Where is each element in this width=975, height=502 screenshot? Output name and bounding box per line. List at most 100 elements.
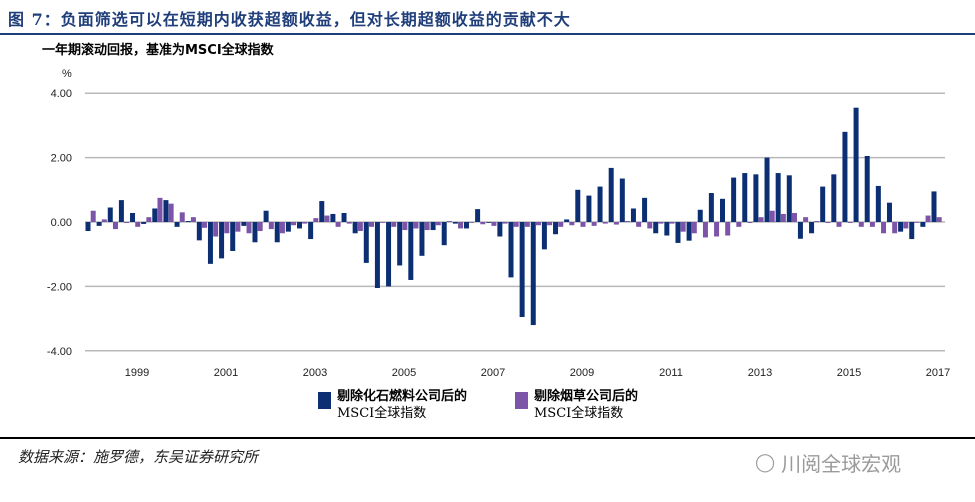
bar-fossil-excluded: [374, 222, 380, 289]
bar-fossil-excluded: [475, 209, 481, 222]
bar-fossil-excluded: [397, 222, 403, 266]
bar-fossil-excluded: [419, 222, 425, 256]
x-tick-label: 2009: [570, 367, 594, 379]
bar-tobacco-excluded: [903, 222, 909, 229]
bar-tobacco-excluded: [558, 222, 564, 227]
bar-tobacco-excluded: [391, 222, 397, 227]
bar-fossil-excluded: [386, 222, 392, 287]
bar-tobacco-excluded: [858, 222, 864, 227]
bar-tobacco-excluded: [302, 222, 308, 224]
bar-fossil-excluded: [297, 222, 302, 229]
legend-item-tobacco: 剔除烟草公司后的 MSCI全球指数: [515, 388, 638, 422]
bar-fossil-excluded: [497, 222, 503, 237]
bar-tobacco-excluded: [825, 222, 831, 223]
bar-fossil-excluded: [441, 222, 447, 246]
bar-fossil-excluded: [530, 222, 536, 326]
y-axis-unit: %: [62, 68, 72, 80]
bar-tobacco-excluded: [702, 222, 708, 238]
bar-tobacco-excluded: [803, 217, 809, 222]
bar-tobacco-excluded: [112, 222, 118, 230]
bar-tobacco-excluded: [502, 222, 508, 224]
bar-tobacco-excluded: [936, 217, 942, 222]
bar-fossil-excluded: [486, 222, 492, 223]
bar-fossil-excluded: [330, 213, 336, 222]
bar-tobacco-excluded: [591, 222, 597, 226]
bar-tobacco-excluded: [135, 222, 141, 227]
bar-fossil-excluded: [853, 107, 859, 222]
y-tick-label: -4.00: [47, 346, 72, 358]
bar-tobacco-excluded: [669, 222, 675, 224]
bar-fossil-excluded: [152, 208, 158, 222]
x-tick-label: 2001: [214, 367, 238, 379]
bar-fossil-excluded: [642, 197, 648, 222]
bar-fossil-excluded: [586, 195, 592, 222]
bar-tobacco-excluded: [580, 222, 586, 227]
bar-fossil-excluded: [263, 210, 269, 222]
bar-fossil-excluded: [809, 222, 815, 234]
bar-tobacco-excluded: [402, 222, 408, 231]
bar-tobacco-excluded: [647, 222, 653, 229]
bar-tobacco-excluded: [179, 212, 185, 222]
bar-tobacco-excluded: [892, 222, 898, 234]
bar-tobacco-excluded: [380, 222, 386, 223]
bar-tobacco-excluded: [435, 222, 441, 226]
x-tick-label: 1999: [125, 367, 149, 379]
bar-tobacco-excluded: [625, 221, 631, 222]
bar-fossil-excluded: [174, 222, 180, 227]
legend-label-tobacco-line2: MSCI全球指数: [534, 406, 624, 421]
bar-tobacco-excluded: [90, 210, 96, 222]
bar-tobacco-excluded: [836, 222, 842, 227]
bar-tobacco-excluded: [335, 222, 341, 227]
bar-fossil-excluded: [541, 222, 547, 250]
bar-fossil-excluded: [653, 222, 659, 234]
bar-tobacco-excluded: [691, 222, 697, 234]
x-tick-label: 2013: [748, 367, 772, 379]
bar-tobacco-excluded: [313, 218, 319, 222]
bar-fossil-excluded: [608, 167, 614, 222]
y-tick-label: -2.00: [47, 281, 72, 293]
bar-tobacco-excluded: [279, 222, 285, 234]
x-tick-label: 2005: [392, 367, 416, 379]
bar-fossil-excluded: [864, 155, 870, 222]
bar-fossil-excluded: [341, 212, 347, 222]
bar-tobacco-excluded: [469, 222, 475, 223]
bar-tobacco-excluded: [124, 222, 130, 223]
watermark-text: 川阅全球宏观: [781, 452, 902, 476]
y-tick-label: 2.00: [51, 153, 72, 165]
bar-fossil-excluded: [252, 222, 258, 243]
bar-fossil-excluded: [207, 222, 213, 264]
bar-fossil-excluded: [408, 222, 414, 280]
bar-fossil-excluded: [775, 173, 781, 222]
bar-tobacco-excluded: [491, 222, 497, 226]
bar-tobacco-excluded: [424, 222, 430, 231]
bar-fossil-excluded: [319, 201, 325, 222]
bar-fossil-excluded: [130, 212, 136, 222]
bar-tobacco-excluded: [357, 222, 363, 232]
bar-fossil-excluded: [352, 222, 358, 234]
wechat-icon: ◯: [755, 452, 776, 473]
data-source: 数据来源：施罗德，东吴证券研究所: [18, 448, 259, 466]
bar-tobacco-excluded: [268, 222, 274, 230]
bar-tobacco-excluded: [881, 222, 887, 234]
legend-swatch-tobacco: [515, 392, 528, 409]
bar-tobacco-excluded: [291, 222, 297, 226]
bar-fossil-excluded: [720, 198, 725, 222]
bar-fossil-excluded: [697, 209, 703, 222]
bar-tobacco-excluded: [736, 222, 742, 227]
bar-tobacco-excluded: [714, 222, 720, 237]
bar-tobacco-excluded: [168, 203, 174, 222]
bar-fossil-excluded: [141, 222, 147, 224]
bar-fossil-excluded: [875, 185, 881, 222]
bar-tobacco-excluded: [235, 222, 241, 232]
x-tick-label: 2003: [303, 367, 327, 379]
bar-tobacco-excluded: [758, 217, 764, 222]
bar-fossil-excluded: [764, 157, 770, 222]
watermark: ◯ 川阅全球宏观: [755, 448, 901, 477]
bar-fossil-excluded: [842, 131, 848, 222]
bar-fossil-excluded: [553, 222, 559, 235]
bar-fossil-excluded: [163, 200, 169, 222]
x-tick-label: 2011: [659, 367, 683, 379]
bar-tobacco-excluded: [346, 222, 352, 224]
bar-fossil-excluded: [831, 174, 837, 222]
chart-subtitle: 一年期滚动回报，基准为MSCI全球指数: [42, 43, 274, 58]
